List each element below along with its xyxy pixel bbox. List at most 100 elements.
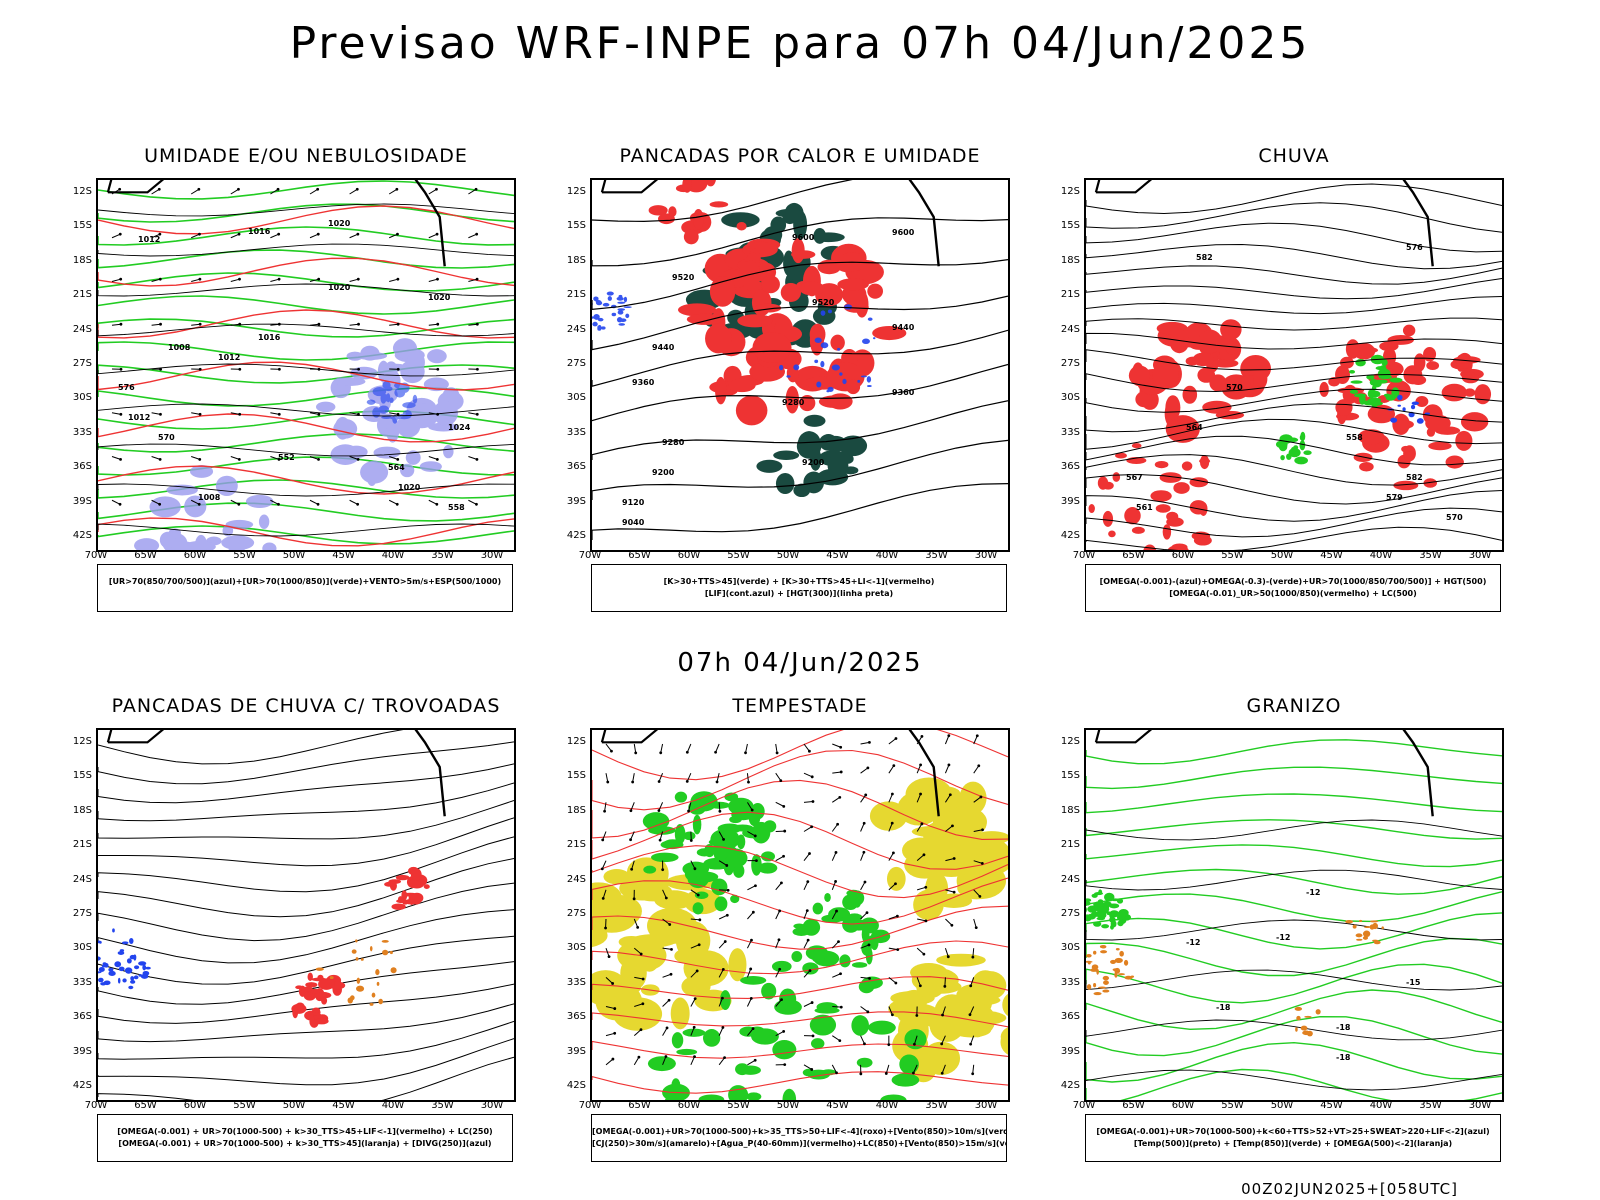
contour-label: -12 (1276, 933, 1290, 942)
vector-head (357, 367, 360, 371)
longitude-label: 35W (431, 1100, 454, 1111)
wind-vector (916, 764, 922, 774)
wind-vector (230, 412, 240, 415)
latitude-label: 27S (1060, 358, 1080, 369)
wind-vector (151, 233, 161, 239)
field-patch (820, 342, 829, 349)
vector-head (952, 857, 956, 860)
field-patch (1123, 959, 1129, 966)
vector-head (721, 996, 724, 1000)
field-patch (710, 878, 728, 896)
vector-head (316, 187, 320, 191)
field-patch (739, 1065, 761, 1075)
field-patch (1350, 380, 1363, 384)
wind-vector (309, 188, 318, 195)
panel-legend: [OMEGA(-0.001)+UR>70(1000-500)+k>35_TTS>… (591, 1114, 1007, 1162)
contour-line (98, 433, 514, 453)
field-patch (920, 843, 963, 858)
vector-head (159, 322, 162, 326)
field-patch (730, 894, 740, 904)
contour-label: -18 (1336, 1053, 1351, 1062)
wind-vector (111, 233, 121, 239)
vector-head (475, 457, 479, 461)
field-patch (366, 464, 378, 487)
longitude-label: 40W (875, 1100, 899, 1111)
vector-head (316, 502, 320, 506)
legend-line: [CJ(250)>30m/s](amarelo)+[Agua_P(40-60mm… (592, 1139, 1006, 1148)
wind-vector (602, 889, 607, 899)
contour-label: 570 (1446, 513, 1463, 522)
vector-head (715, 780, 719, 784)
field-patch (1171, 543, 1188, 550)
field-patch (904, 1028, 927, 1050)
vector-head (696, 893, 700, 897)
wind-vector (468, 323, 478, 326)
wind-vector (969, 1006, 975, 1015)
wind-vector (803, 826, 812, 832)
vector-head (639, 1028, 643, 1032)
field-patch (752, 332, 792, 363)
vector-head (723, 940, 727, 943)
contour-label: 1016 (248, 227, 271, 236)
longitude-label: 30W (1468, 1100, 1492, 1111)
wind-vector (605, 1006, 615, 1010)
vector-head (951, 824, 954, 828)
field-patch (625, 313, 630, 319)
vector-head (198, 232, 201, 236)
vector-head (946, 955, 950, 959)
contour-line (98, 257, 514, 287)
lif-contours (779, 304, 876, 393)
vector-head (395, 502, 399, 506)
field-patch (677, 303, 717, 317)
contour-line (1086, 912, 1502, 950)
vector-head (952, 890, 956, 894)
wind-vector (718, 860, 728, 866)
field-patch (867, 283, 884, 299)
field-patch (1401, 445, 1411, 453)
field-patch (793, 923, 805, 929)
wind-vector (973, 735, 978, 745)
temp-500-contours (1086, 819, 1502, 1091)
field-patch (1402, 324, 1416, 337)
contour-label: 9520 (672, 273, 695, 282)
wind-vector (803, 910, 808, 920)
field-patch (779, 988, 797, 1010)
field-patch (867, 384, 872, 387)
field-patch (1352, 924, 1357, 929)
panel-legend: [OMEGA(-0.001) + UR>70(1000-500) + k>30_… (97, 1114, 513, 1162)
contour-line (592, 363, 1008, 422)
field-patch (866, 376, 872, 383)
latitude-label: 18S (1060, 804, 1080, 816)
wind-vector (747, 1028, 754, 1036)
field-patch (1358, 429, 1385, 445)
wind-vector (718, 997, 723, 1007)
wind-vector (662, 947, 672, 950)
wind-vector (388, 188, 398, 195)
humidity-core (366, 381, 418, 424)
longitude-label: 40W (1369, 550, 1393, 561)
wind-vector (945, 794, 951, 803)
field-patch (799, 431, 819, 452)
wind-vector (688, 802, 692, 812)
vector-head (722, 837, 725, 841)
contour-line (1086, 435, 1502, 466)
wind-vector (888, 822, 893, 832)
contour-line (1086, 1068, 1502, 1100)
wind-vector (389, 412, 399, 415)
field-patch (682, 1028, 706, 1037)
latitude-label: 42S (72, 1080, 92, 1091)
contour-label: 564 (388, 463, 405, 472)
vector-head (613, 1031, 617, 1035)
contour-line (98, 295, 514, 315)
wind-vector (349, 188, 358, 195)
weather-map: 582 576 570 564 558 567 561 582 579 570 (1084, 178, 1504, 552)
vector-head (238, 322, 242, 326)
wind-vector (630, 802, 635, 811)
vector-head (835, 1071, 838, 1075)
wind-vector (716, 773, 720, 783)
vector-head (977, 764, 981, 768)
vector-head (924, 919, 928, 923)
wind-vector (605, 1058, 614, 1066)
wind-vector (690, 1056, 695, 1066)
field-patch (783, 250, 795, 276)
